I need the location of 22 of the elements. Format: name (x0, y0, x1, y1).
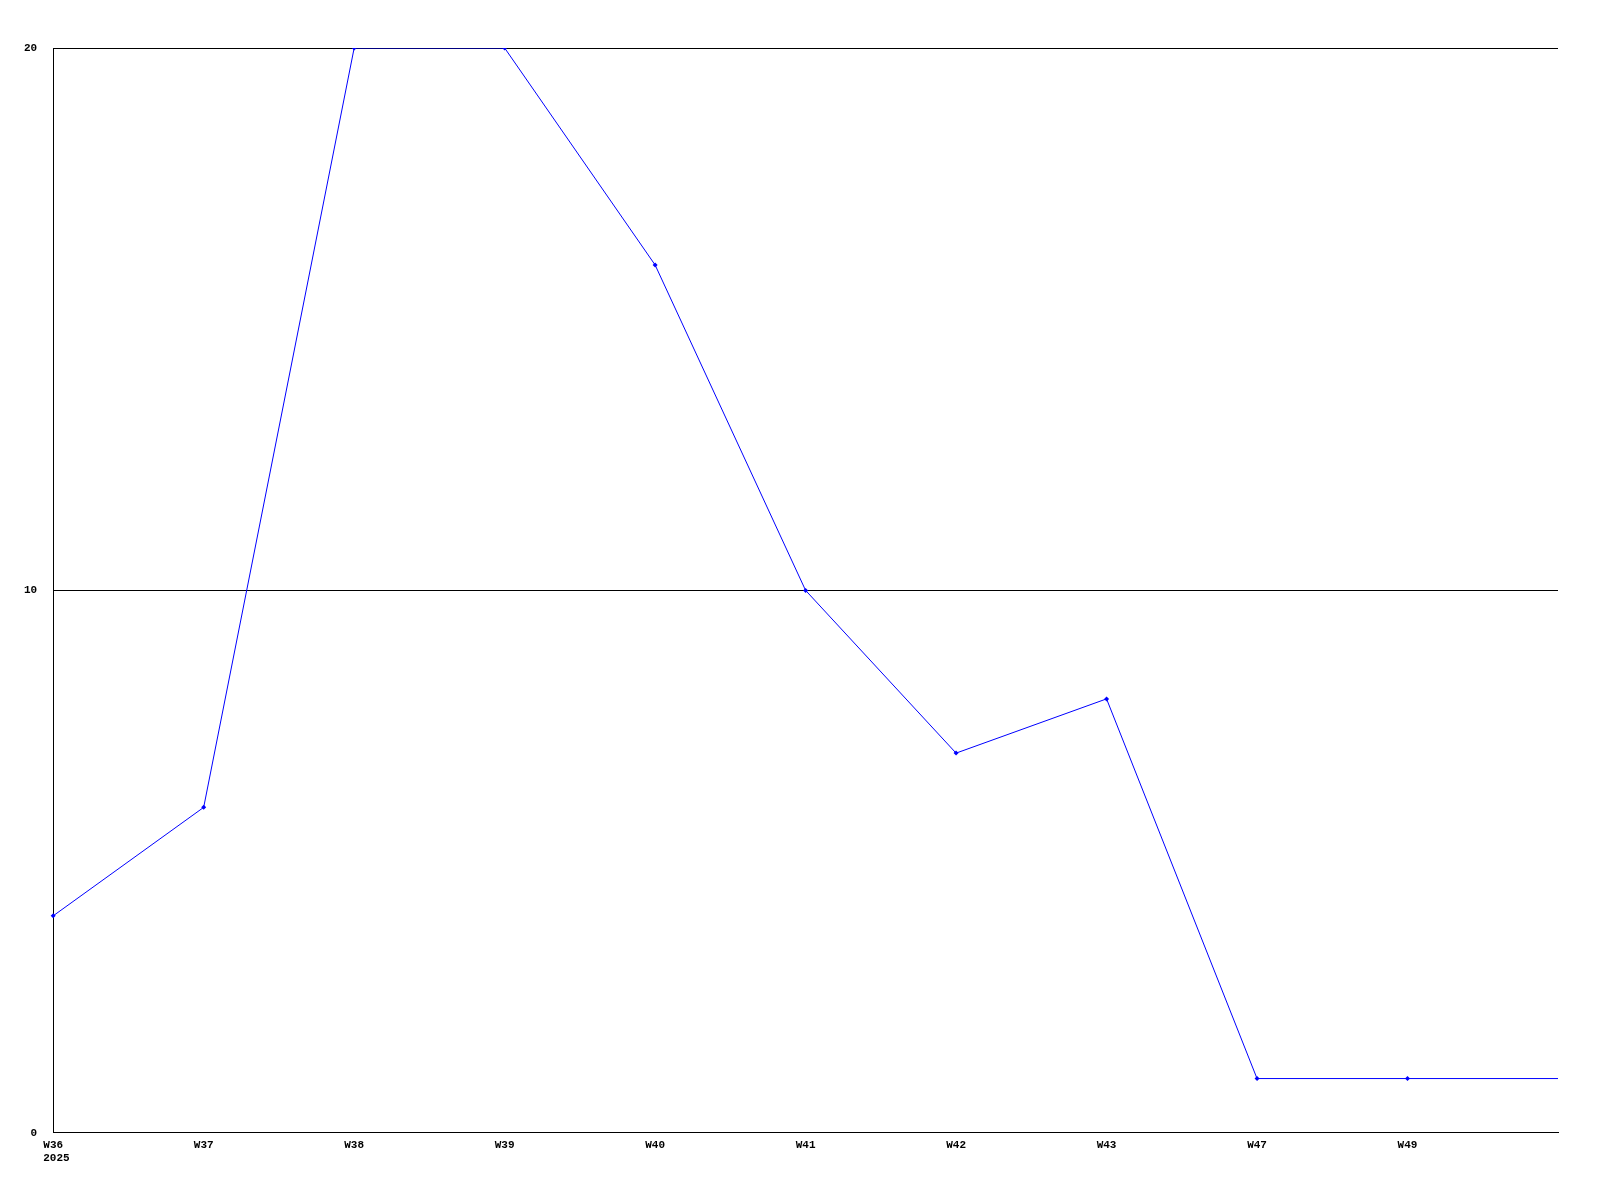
x-tick-label: W40 (645, 1139, 666, 1152)
point (803, 587, 809, 593)
y-tick-label: 0 (30, 1126, 38, 1139)
x-tick-label: W36 (43, 1139, 64, 1152)
point (50, 913, 56, 919)
point (1405, 1076, 1411, 1082)
point (201, 804, 207, 810)
point (652, 262, 658, 268)
text: 2025 (43, 1152, 71, 1165)
point (953, 750, 959, 756)
y-tick-label: 20 (24, 41, 38, 54)
y-tick-label: 10 (24, 584, 38, 597)
x-tick-label: W38 (344, 1139, 365, 1152)
point (1254, 1076, 1260, 1082)
point (1104, 696, 1110, 702)
x-tick-label: W41 (795, 1139, 816, 1152)
x-tick-label: W49 (1397, 1139, 1418, 1152)
x-tick-label: W42 (946, 1139, 966, 1152)
x-tick-label: W43 (1096, 1139, 1117, 1152)
x-tick-label: W47 (1247, 1139, 1267, 1152)
x-tick-label: W37 (193, 1139, 214, 1152)
x-tick-label: W39 (494, 1139, 515, 1152)
